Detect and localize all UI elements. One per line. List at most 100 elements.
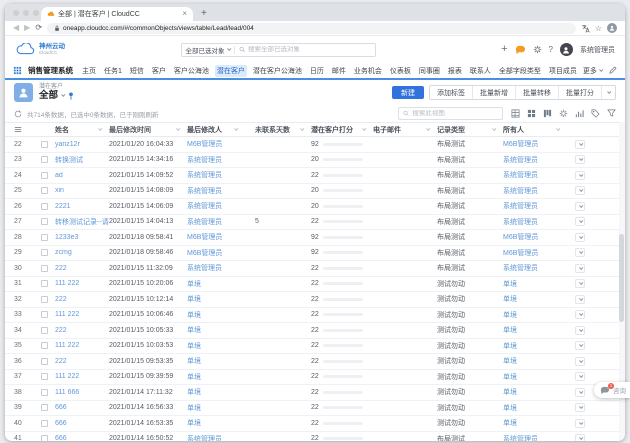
last-modified-by-link[interactable]: 单境 bbox=[187, 310, 201, 320]
column-header[interactable]: 最后修改时间 bbox=[109, 125, 187, 135]
chart-icon[interactable] bbox=[575, 109, 584, 118]
column-menu-chevron-icon[interactable] bbox=[176, 127, 180, 131]
nav-item[interactable]: 潜在客户公海池 bbox=[251, 65, 304, 77]
translate-icon[interactable] bbox=[581, 24, 590, 33]
more-actions-caret-button[interactable] bbox=[601, 86, 615, 99]
app-logo[interactable]: 神州云动 CloudCC bbox=[15, 43, 65, 55]
last-modified-by-link[interactable]: 单境 bbox=[187, 418, 201, 428]
tab-close-icon[interactable]: × bbox=[182, 10, 187, 18]
owner-link[interactable]: 系统管理员 bbox=[503, 186, 538, 196]
address-bar[interactable]: oneapp.cloudcc.com/#/commonObjects/views… bbox=[47, 23, 576, 34]
row-checkbox[interactable] bbox=[33, 218, 55, 225]
row-actions-dropdown[interactable] bbox=[575, 310, 585, 319]
nav-item[interactable]: 客户公海池 bbox=[172, 65, 211, 77]
owner-link[interactable]: M6B管理员 bbox=[503, 139, 538, 149]
last-modified-by-link[interactable]: 系统管理员 bbox=[187, 170, 222, 180]
close-window-button[interactable] bbox=[13, 10, 19, 16]
column-header[interactable]: 记录类型 bbox=[437, 125, 503, 135]
row-checkbox[interactable] bbox=[33, 203, 55, 210]
owner-link[interactable]: 单境 bbox=[503, 310, 517, 320]
lead-name-link[interactable]: zcmg bbox=[55, 249, 72, 256]
column-menu-chevron-icon[interactable] bbox=[426, 127, 430, 131]
row-checkbox[interactable] bbox=[33, 249, 55, 256]
quick-create-icon[interactable]: + bbox=[501, 44, 507, 55]
nav-item[interactable]: 业务机会 bbox=[352, 65, 384, 77]
row-checkbox[interactable] bbox=[33, 280, 55, 287]
column-header[interactable]: 潜在客户打分 bbox=[311, 125, 373, 135]
nav-item[interactable]: 项目成员 bbox=[547, 65, 579, 77]
back-icon[interactable]: ◀ bbox=[13, 24, 19, 32]
owner-link[interactable]: 单境 bbox=[503, 387, 517, 397]
bookmark-star-icon[interactable]: ☆ bbox=[595, 24, 602, 33]
row-actions-dropdown[interactable] bbox=[575, 388, 585, 397]
owner-link[interactable]: 单境 bbox=[503, 325, 517, 335]
lead-name-link[interactable]: 111 222 bbox=[55, 311, 79, 318]
view-name[interactable]: 全部 bbox=[39, 91, 58, 101]
row-actions-dropdown[interactable] bbox=[575, 155, 585, 164]
row-checkbox[interactable] bbox=[33, 420, 55, 427]
lead-name-link[interactable]: 222 bbox=[55, 358, 67, 365]
bulk-action-button[interactable]: 批量转移 bbox=[515, 86, 558, 99]
bulk-action-button[interactable]: 添加标签 bbox=[430, 86, 472, 99]
row-checkbox[interactable] bbox=[33, 404, 55, 411]
row-actions-dropdown[interactable] bbox=[575, 326, 585, 335]
owner-link[interactable]: 系统管理员 bbox=[503, 155, 538, 165]
owner-link[interactable]: 单境 bbox=[503, 403, 517, 413]
view-search-input[interactable] bbox=[412, 110, 498, 117]
row-checkbox[interactable] bbox=[33, 296, 55, 303]
column-header[interactable]: 姓名 bbox=[55, 125, 109, 135]
row-actions-dropdown[interactable] bbox=[575, 419, 585, 428]
lead-name-link[interactable]: 222 bbox=[55, 265, 67, 272]
support-chat-widget[interactable]: 1 咨询 bbox=[594, 382, 630, 398]
last-modified-by-link[interactable]: 单境 bbox=[187, 403, 201, 413]
app-title[interactable]: 销售管理系统 bbox=[28, 65, 73, 76]
app-launcher-grid-icon[interactable] bbox=[13, 66, 22, 75]
last-modified-by-link[interactable]: 系统管理员 bbox=[187, 155, 222, 165]
row-checkbox[interactable] bbox=[33, 265, 55, 272]
last-modified-by-link[interactable]: 系统管理员 bbox=[187, 186, 222, 196]
column-header[interactable]: 未联系天数 bbox=[245, 125, 311, 135]
column-menu-hamburger-icon[interactable] bbox=[5, 126, 33, 133]
row-actions-dropdown[interactable] bbox=[575, 233, 585, 242]
lead-name-link[interactable]: 1233e3 bbox=[55, 234, 78, 241]
column-header[interactable]: 电子邮件 bbox=[373, 125, 437, 135]
row-checkbox[interactable] bbox=[33, 342, 55, 349]
nav-item[interactable]: 同事圈 bbox=[417, 65, 442, 77]
tag-icon[interactable] bbox=[591, 109, 600, 118]
nav-item[interactable]: 任务1 bbox=[102, 65, 124, 77]
row-actions-dropdown[interactable] bbox=[575, 357, 585, 366]
last-modified-by-link[interactable]: 单境 bbox=[187, 294, 201, 304]
row-actions-dropdown[interactable] bbox=[575, 403, 585, 412]
row-actions-dropdown[interactable] bbox=[575, 372, 585, 381]
column-menu-chevron-icon[interactable] bbox=[98, 127, 102, 131]
last-modified-by-link[interactable]: 单境 bbox=[187, 356, 201, 366]
row-checkbox[interactable] bbox=[33, 435, 55, 441]
user-avatar[interactable] bbox=[560, 43, 573, 56]
help-icon[interactable]: ? bbox=[549, 45, 553, 54]
row-actions-dropdown[interactable] bbox=[575, 264, 585, 273]
lead-name-link[interactable]: 222 bbox=[55, 327, 67, 334]
owner-link[interactable]: 系统管理员 bbox=[503, 170, 538, 180]
last-modified-by-link[interactable]: 系统管理员 bbox=[187, 434, 222, 441]
new-button[interactable]: 新建 bbox=[392, 86, 424, 99]
row-checkbox[interactable] bbox=[33, 172, 55, 179]
row-actions-dropdown[interactable] bbox=[575, 295, 585, 304]
row-actions-dropdown[interactable] bbox=[575, 341, 585, 350]
last-modified-by-link[interactable]: M6B管理员 bbox=[187, 139, 222, 149]
nav-item[interactable]: 客户 bbox=[150, 65, 168, 77]
lead-name-link[interactable]: 222 bbox=[55, 296, 67, 303]
nav-item[interactable]: 潜在客户 bbox=[215, 65, 247, 77]
maximize-window-button[interactable] bbox=[33, 10, 39, 16]
last-modified-by-link[interactable]: 单境 bbox=[187, 325, 201, 335]
row-checkbox[interactable] bbox=[33, 389, 55, 396]
nav-item[interactable]: 短信 bbox=[128, 65, 146, 77]
chat-bubble-icon[interactable] bbox=[515, 45, 526, 55]
nav-more-button[interactable]: 更多 bbox=[583, 66, 602, 76]
last-modified-by-link[interactable]: 系统管理员 bbox=[187, 217, 222, 227]
bulk-action-button[interactable]: 批量新增 bbox=[472, 86, 515, 99]
row-checkbox[interactable] bbox=[33, 141, 55, 148]
refresh-icon[interactable] bbox=[14, 110, 22, 118]
browser-profile-avatar[interactable] bbox=[607, 23, 617, 33]
nav-item[interactable]: 主页 bbox=[80, 65, 98, 77]
view-selector-chevron-icon[interactable] bbox=[61, 93, 65, 97]
